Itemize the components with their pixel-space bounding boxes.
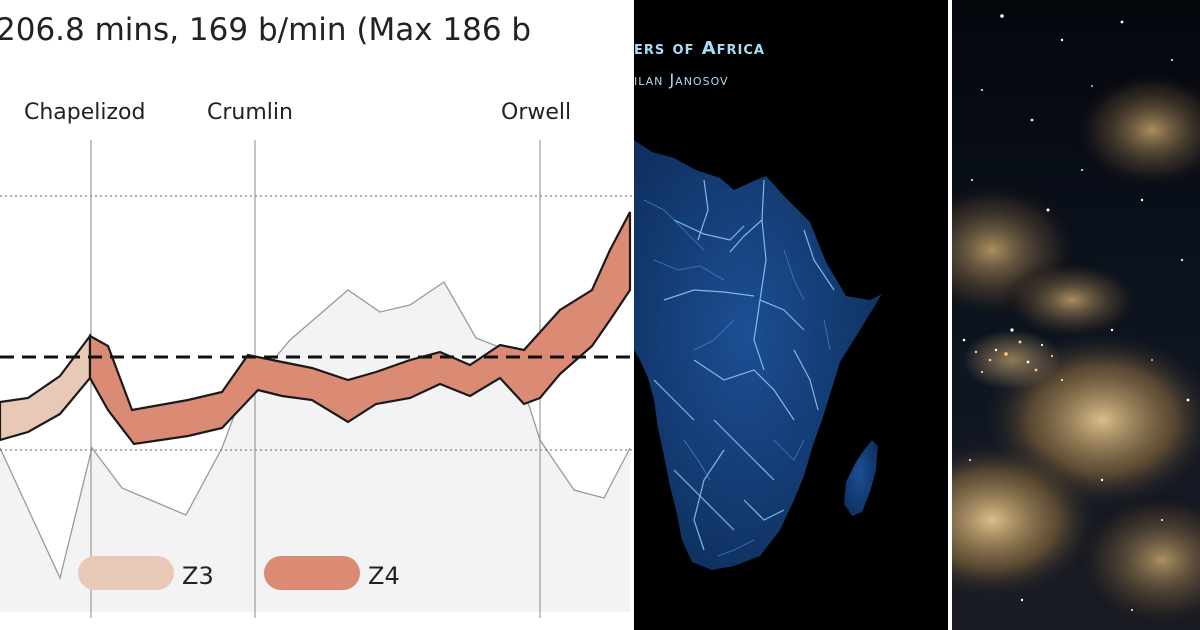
map-author: ilan Janosov — [634, 70, 729, 89]
river-network-fine — [643, 199, 831, 557]
stars — [962, 14, 1190, 611]
place-label-chapelizod: Chapelizod — [24, 100, 146, 125]
map-title: ers of Africa — [634, 38, 765, 59]
cloud — [1072, 490, 1200, 630]
heart-rate-chart-panel: 206.8 mins, 169 b/min (Max 186 b Chapeli… — [0, 12, 634, 618]
legend-label-z4: Z4 — [368, 562, 400, 590]
chart-plot: Z3 Z4 — [0, 140, 634, 618]
star-cluster-glow — [962, 330, 1062, 390]
cloud — [1072, 70, 1200, 190]
africa-rivers-map-panel: ers of Africa ilan Janosov — [634, 0, 948, 630]
legend-label-z3: Z3 — [182, 562, 214, 590]
night-sky-image — [952, 0, 1200, 630]
place-label-crumlin: Crumlin — [207, 100, 293, 125]
legend-swatch-z3 — [78, 556, 174, 590]
africa-map — [634, 140, 882, 570]
cloud — [1002, 260, 1142, 340]
chart-title: 206.8 mins, 169 b/min (Max 186 b — [0, 12, 532, 48]
africa-landmass — [634, 140, 882, 570]
elevation-line — [0, 281, 631, 580]
z4-band — [88, 211, 632, 446]
legend-swatch-z4 — [264, 556, 360, 590]
warm-stars — [974, 340, 1054, 372]
z3-band — [0, 332, 92, 442]
place-label-orwell: Orwell — [501, 100, 572, 125]
cloud — [952, 440, 1102, 600]
river-network — [653, 179, 835, 551]
panel-divider — [948, 0, 952, 630]
night-sky-panel — [952, 0, 1200, 630]
madagascar — [844, 440, 878, 516]
